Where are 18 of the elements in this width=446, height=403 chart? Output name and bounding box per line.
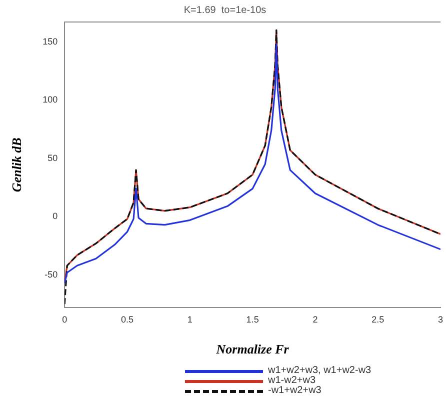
y-axis-title: Genlik dB xyxy=(9,137,24,192)
y-tick-label: 150 xyxy=(42,36,58,46)
legend-label: w1-w2+w3 xyxy=(268,375,316,386)
x-tick-label: 1 xyxy=(187,314,192,324)
x-tick-label: 2 xyxy=(312,314,318,324)
x-tick-label: 0 xyxy=(62,314,68,324)
x-tick-label: 2.5 xyxy=(372,314,384,324)
x-tick-label: 3 xyxy=(438,314,444,324)
y-tick-label: -50 xyxy=(44,269,58,280)
x-tick-label: 1.5 xyxy=(246,314,259,324)
x-axis-title: Normalize Fr xyxy=(215,342,290,357)
legend-label: w1+w2+w3, w1+w2-w3 xyxy=(268,365,372,376)
y-tick-label: 50 xyxy=(48,152,58,163)
legend-label: -w1+w2+w3 xyxy=(268,385,322,396)
chart-title: K=1.69 to=1e-10s xyxy=(184,4,266,16)
y-tick-label: 100 xyxy=(42,94,58,105)
y-tick-label: 0 xyxy=(52,211,58,222)
x-tick-label: 0.5 xyxy=(121,314,134,324)
